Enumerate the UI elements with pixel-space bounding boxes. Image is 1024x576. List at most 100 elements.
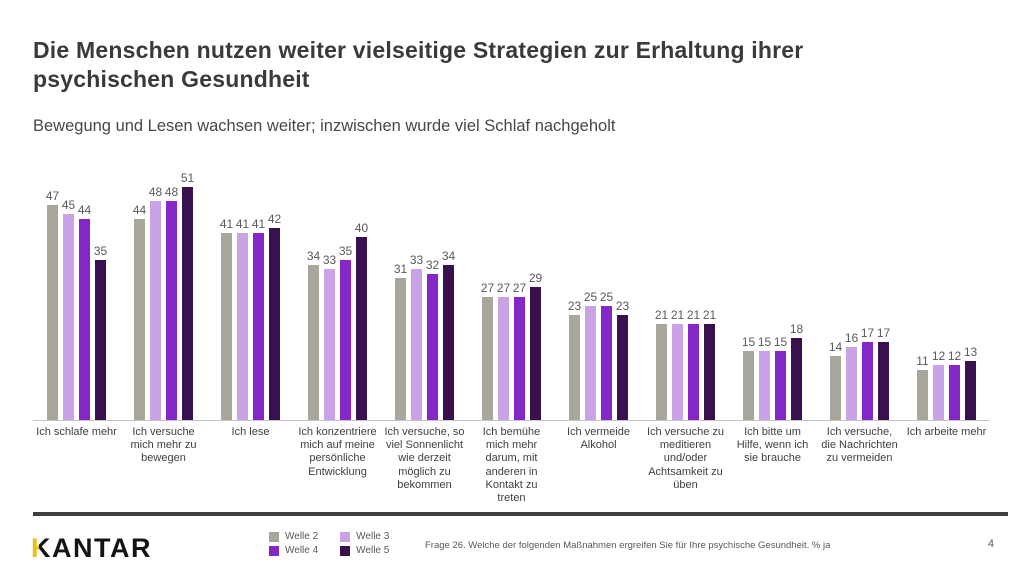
- chart-group: 23 25 25 23: [555, 169, 642, 420]
- bar-welle-3: [498, 297, 509, 420]
- bar-welle-4: [862, 342, 873, 420]
- bar-welle-5: [269, 228, 280, 420]
- bar-value-label: 35: [93, 244, 108, 258]
- chart-group: 44 48 48 51: [120, 169, 207, 420]
- chart-legend: Welle 2 Welle 3 Welle 4 Welle 5: [269, 531, 389, 556]
- bar-value-label: 45: [61, 198, 76, 212]
- bar-welle-3: [237, 233, 248, 420]
- bar-value-label: 15: [741, 335, 756, 349]
- page-number: 4: [987, 538, 994, 550]
- bar-welle-5: [791, 338, 802, 420]
- bar-welle-2: [482, 297, 493, 420]
- category-label: Ich versuche mich mehr zu bewegen: [130, 426, 197, 465]
- bar-value-label: 15: [773, 335, 788, 349]
- bar-welle-5: [704, 324, 715, 420]
- legend-swatch: [340, 531, 351, 542]
- bar-welle-5: [182, 187, 193, 420]
- legend-swatch: [269, 545, 279, 556]
- bar-value-label: 32: [425, 258, 440, 272]
- category-label: Ich lese: [231, 426, 270, 438]
- bar-value-label: 44: [77, 203, 92, 217]
- bar-value-label: 48: [164, 185, 179, 199]
- bar-welle-2: [134, 219, 145, 420]
- category-label: Ich bemühe mich mehr darum, mit anderen …: [482, 426, 541, 504]
- bar-welle-5: [965, 361, 976, 420]
- legend-label: Welle 3: [356, 531, 390, 542]
- bar-value-label: 12: [947, 349, 962, 363]
- chart-group: 41 41 41 42: [207, 169, 294, 420]
- bar-welle-5: [617, 315, 628, 420]
- category-label: Ich konzentriere mich auf meine persönli…: [298, 426, 377, 478]
- page-subtitle: Bewegung und Lesen wachsen weiter; inzwi…: [33, 117, 616, 135]
- bar-welle-2: [221, 233, 232, 420]
- bar-welle-4: [253, 233, 264, 420]
- bar-value-label: 41: [251, 217, 266, 231]
- bar-welle-4: [688, 324, 699, 420]
- legend-label: Welle 4: [285, 545, 319, 556]
- bar-value-label: 27: [512, 281, 527, 295]
- bar-value-label: 41: [219, 217, 234, 231]
- bar-value-label: 40: [354, 221, 369, 235]
- bar-welle-4: [949, 365, 960, 420]
- chart-group: 34 33 35 40: [294, 169, 381, 420]
- bar-welle-3: [324, 269, 335, 420]
- category-label: Ich bitte um Hilfe, wenn ich sie brauche: [736, 426, 809, 465]
- legend-item-welle-2: Welle 2: [269, 531, 318, 542]
- bar-welle-3: [846, 347, 857, 420]
- bar-chart: 47 45 44 35 44 48 48 51 41 41 41 42 34 33 35 40 31 33 32 34…: [33, 169, 990, 421]
- bar-welle-4: [775, 351, 786, 420]
- bar-value-label: 12: [931, 349, 946, 363]
- legend-label: Welle 5: [356, 545, 390, 556]
- bar-welle-3: [759, 351, 770, 420]
- bar-welle-4: [340, 260, 351, 420]
- bar-value-label: 15: [757, 335, 772, 349]
- legend-item-welle-5: Welle 5: [340, 545, 389, 556]
- bar-value-label: 29: [528, 271, 543, 285]
- chart-group: 31 33 32 34: [381, 169, 468, 420]
- page-title: Die Menschen nutzen weiter vielseitige S…: [33, 37, 804, 93]
- kantar-logo-rest: ANTAR: [52, 533, 152, 563]
- footer-divider: [33, 512, 1008, 516]
- bar-value-label: 23: [615, 299, 630, 313]
- chart-group: 47 45 44 35: [33, 169, 120, 420]
- legend-label: Welle 2: [285, 531, 319, 542]
- bar-welle-2: [656, 324, 667, 420]
- bar-welle-2: [308, 265, 319, 420]
- bar-welle-4: [166, 201, 177, 420]
- kantar-logo: KANTAR: [31, 533, 152, 564]
- bar-value-label: 42: [267, 212, 282, 226]
- legend-item-welle-3: Welle 3: [340, 531, 389, 542]
- bar-value-label: 25: [599, 290, 614, 304]
- bar-welle-2: [569, 315, 580, 420]
- bar-welle-4: [427, 274, 438, 420]
- bar-welle-2: [395, 278, 406, 420]
- bar-welle-5: [356, 237, 367, 420]
- category-label: Ich schlafe mehr: [36, 426, 117, 438]
- chart-group: 15 15 15 18: [729, 169, 816, 420]
- bar-value-label: 33: [409, 253, 424, 267]
- bar-value-label: 33: [322, 253, 337, 267]
- bar-value-label: 48: [148, 185, 163, 199]
- chart-group: 27 27 27 29: [468, 169, 555, 420]
- bar-value-label: 41: [235, 217, 250, 231]
- bar-value-label: 34: [441, 249, 456, 263]
- bar-value-label: 34: [306, 249, 321, 263]
- bar-value-label: 31: [393, 262, 408, 276]
- chart-group: 14 16 17 17: [816, 169, 903, 420]
- chart-group: 11 12 12 13: [903, 169, 990, 420]
- bar-value-label: 35: [338, 244, 353, 258]
- bar-value-label: 23: [567, 299, 582, 313]
- bar-value-label: 11: [916, 354, 929, 368]
- bar-welle-2: [830, 356, 841, 420]
- bar-value-label: 16: [844, 331, 859, 345]
- bar-value-label: 47: [45, 189, 60, 203]
- bar-welle-3: [411, 269, 422, 420]
- bar-welle-3: [585, 306, 596, 420]
- bar-value-label: 51: [180, 171, 195, 185]
- bar-value-label: 21: [654, 308, 669, 322]
- bar-value-label: 27: [480, 281, 495, 295]
- bar-welle-4: [79, 219, 90, 420]
- bar-welle-5: [443, 265, 454, 420]
- category-label: Ich arbeite mehr: [906, 426, 987, 438]
